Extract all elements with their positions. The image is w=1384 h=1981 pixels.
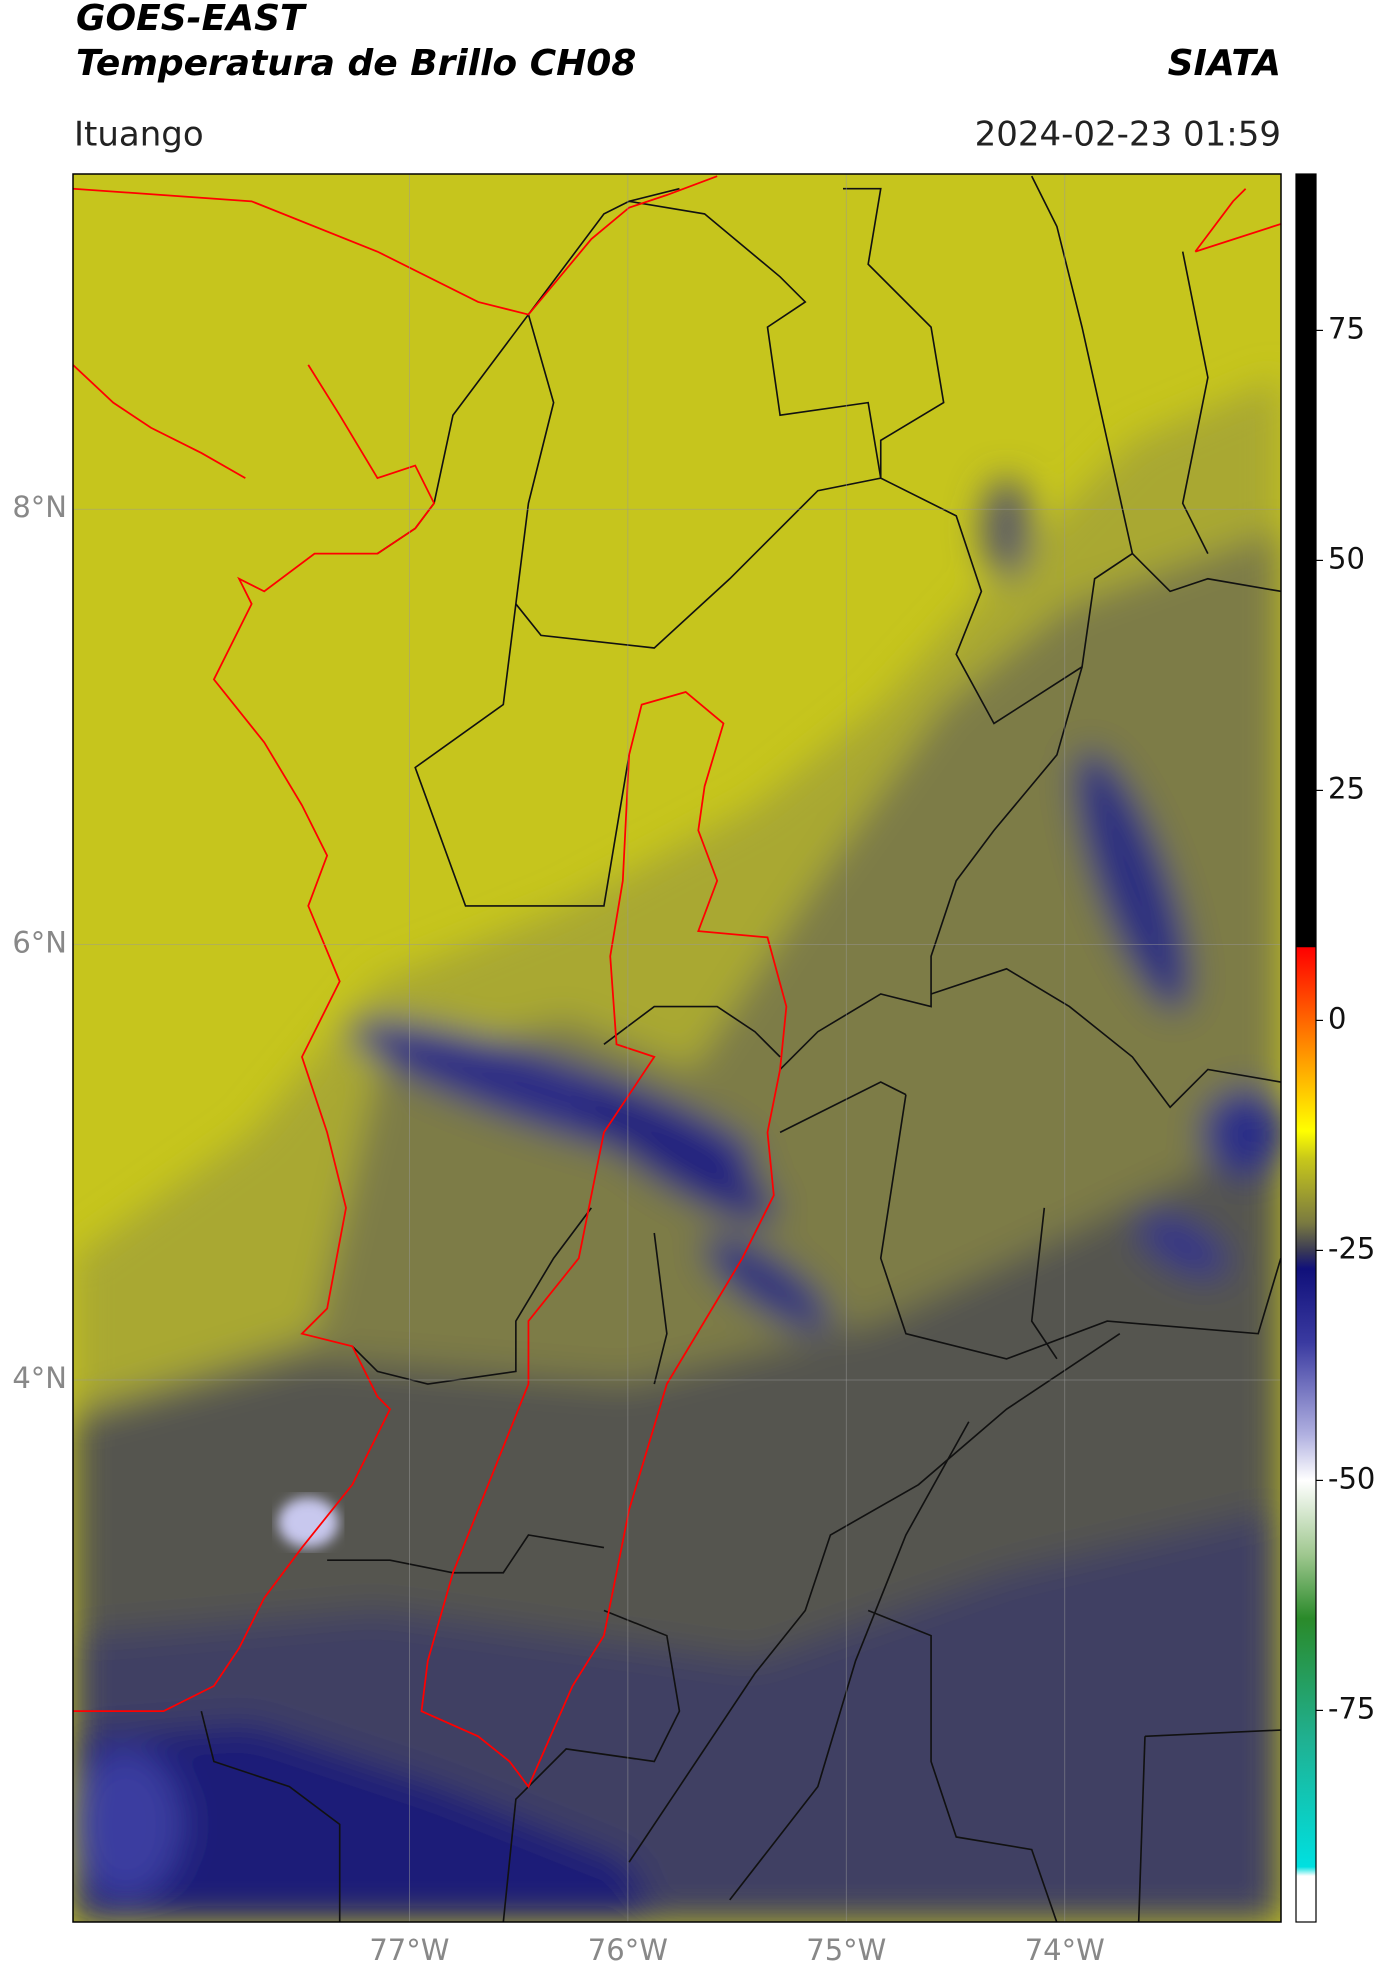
- colorbar-tick-label: 25: [1328, 771, 1365, 805]
- coastline: [73, 175, 1281, 1789]
- colorbar: [1295, 173, 1317, 1923]
- colorbar-tick-label: 0: [1328, 1001, 1346, 1035]
- graticule: [73, 174, 1281, 1922]
- location: Ituango: [74, 115, 204, 155]
- field-layers: [73, 377, 1281, 1922]
- lon-tick-label: 75°W: [806, 1933, 886, 1967]
- colorbar-tick-label: -75: [1328, 1691, 1375, 1725]
- map-frame: [72, 173, 1282, 1923]
- lat-tick-label: 4°N: [12, 1361, 67, 1395]
- colorbar-tick-label: -50: [1328, 1461, 1375, 1495]
- source: SIATA: [1168, 43, 1281, 84]
- title-line: Temperatura de Brillo CH08: [76, 43, 636, 84]
- colorbar-tick-label: 50: [1328, 541, 1365, 575]
- title-line: GOES-EAST: [76, 0, 307, 39]
- lat-tick-label: 8°N: [12, 490, 67, 524]
- lon-tick-label: 76°W: [588, 1933, 668, 1967]
- cold-cloud: [278, 1497, 339, 1548]
- lon-tick-label: 74°W: [1025, 1933, 1105, 1967]
- colorbar-tick-label: -25: [1328, 1231, 1375, 1265]
- lon-tick-label: 77°W: [369, 1933, 449, 1967]
- datetime: 2024-02-23 01:59: [975, 115, 1281, 155]
- map: [73, 174, 1281, 1922]
- colorbar-tick-label: 75: [1328, 311, 1365, 345]
- lat-tick-label: 6°N: [12, 926, 67, 960]
